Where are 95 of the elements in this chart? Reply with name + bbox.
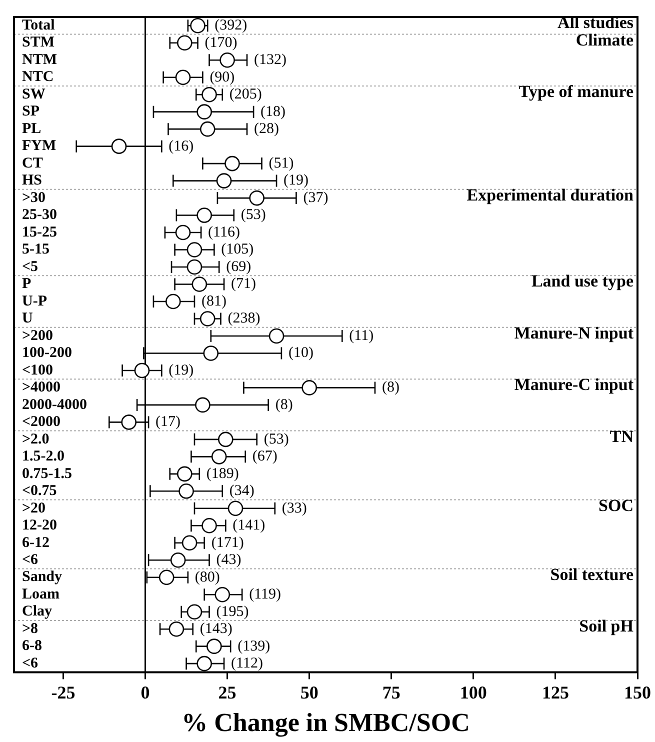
- text: Manure-N input: [514, 323, 634, 342]
- y-tick-label: 5-15: [22, 242, 50, 258]
- annotation: (53): [240, 207, 266, 224]
- annotation: (105): [221, 242, 254, 258]
- y-tick-label: 100-200: [22, 345, 72, 362]
- x-tick-label: 100: [460, 682, 487, 703]
- annotation: (19): [284, 172, 309, 189]
- y-tick-label: 6-8: [22, 638, 42, 654]
- y-tick-label: NTM: [22, 52, 57, 68]
- y-tick-label: 15-25: [22, 224, 57, 240]
- y-tick-label: CT: [22, 155, 43, 172]
- text: Climate: [576, 30, 634, 50]
- annotation: (116): [208, 224, 240, 240]
- y-tick-label: <5: [22, 258, 38, 275]
- y-tick-label: NTC: [22, 69, 54, 86]
- y-tick-label: Loam: [22, 586, 60, 602]
- x-tick-label: 25: [218, 682, 236, 703]
- y-tick-label: >30: [22, 190, 46, 206]
- annotation: (71): [231, 276, 256, 292]
- x-tick-label: 150: [624, 682, 651, 703]
- y-tick-label: >8: [22, 620, 38, 637]
- text: Land use type: [531, 272, 634, 291]
- text: TN: [610, 426, 634, 446]
- y-tick-label: Clay: [22, 604, 52, 620]
- y-tick-label: Total: [22, 17, 55, 34]
- text: Soil texture: [550, 564, 634, 584]
- y-tick-label: FYM: [22, 138, 56, 154]
- y-tick-label: <100: [22, 362, 54, 378]
- x-tick-label: 75: [382, 682, 400, 703]
- annotation: (112): [231, 656, 263, 672]
- annotation: (37): [303, 190, 328, 206]
- y-tick-label: 6-12: [22, 534, 50, 551]
- y-tick-label: 25-30: [22, 207, 57, 224]
- annotation: (18): [260, 104, 286, 120]
- y-tick-label: 0.75-1.5: [22, 466, 72, 482]
- annotation: (238): [228, 310, 260, 327]
- y-tick-label: HS: [22, 172, 42, 189]
- annotation: (170): [204, 34, 238, 51]
- annotation: (8): [275, 396, 293, 413]
- annotation: (81): [201, 293, 226, 310]
- annotation: (195): [216, 604, 249, 620]
- y-tick-label: SP: [22, 104, 40, 120]
- annotation: (19): [168, 362, 194, 378]
- text: SOC: [598, 496, 634, 515]
- y-tick-label: <2000: [22, 414, 61, 430]
- y-tick-label: >4000: [22, 380, 61, 396]
- y-tick-label: 1.5-2.0: [22, 448, 64, 465]
- x-tick-label: 125: [542, 682, 569, 703]
- annotation: (28): [254, 121, 279, 138]
- annotation: (80): [194, 569, 220, 586]
- y-tick-label: 12-20: [22, 518, 57, 534]
- annotation: (141): [232, 518, 266, 534]
- annotation: (8): [382, 380, 400, 396]
- y-tick-label: <6: [22, 655, 39, 672]
- y-tick-label: <0.75: [22, 483, 57, 500]
- annotation: (67): [252, 448, 278, 465]
- text: Experimental duration: [466, 185, 634, 204]
- annotation: (171): [211, 534, 244, 551]
- annotation: (53): [264, 431, 289, 448]
- annotation: (119): [249, 586, 282, 603]
- y-tick-label: U-P: [22, 293, 47, 310]
- y-tick-label: >20: [22, 500, 46, 516]
- y-tick-label: 2000-4000: [22, 396, 87, 413]
- y-tick-label: U: [22, 310, 33, 327]
- annotation: (33): [282, 500, 307, 516]
- y-tick-label: Sandy: [22, 569, 63, 586]
- y-tick-label: >200: [22, 328, 54, 344]
- annotation: (10): [288, 345, 314, 362]
- annotation: (132): [254, 52, 286, 68]
- text: Soil pH: [579, 616, 634, 636]
- y-tick-label: STM: [22, 34, 55, 51]
- annotation: (205): [229, 86, 262, 103]
- annotation: (16): [168, 138, 194, 154]
- annotation: (189): [206, 466, 239, 482]
- text: Type of manure: [518, 82, 634, 101]
- annotation: (43): [216, 552, 242, 568]
- x-axis-title: % Change in SMBC/SOC: [182, 708, 470, 738]
- annotation: (11): [349, 328, 374, 344]
- annotation: (143): [200, 621, 232, 638]
- annotation: (90): [210, 69, 235, 86]
- annotation: (34): [229, 483, 254, 500]
- y-tick-label: PL: [22, 120, 42, 137]
- annotation: (139): [238, 638, 270, 654]
- annotation: (392): [214, 18, 248, 34]
- text: Manure-C input: [514, 375, 634, 394]
- x-tick-label: -25: [51, 682, 76, 703]
- annotation: (51): [268, 155, 294, 172]
- y-tick-label: P: [22, 276, 32, 292]
- y-tick-label: >2.0: [22, 431, 50, 448]
- annotation: (17): [156, 414, 181, 430]
- annotation: (69): [226, 258, 252, 275]
- y-tick-label: <6: [22, 552, 39, 568]
- x-tick-label: 50: [300, 682, 318, 703]
- y-tick-label: SW: [22, 86, 46, 102]
- x-tick-label: 0: [140, 682, 150, 703]
